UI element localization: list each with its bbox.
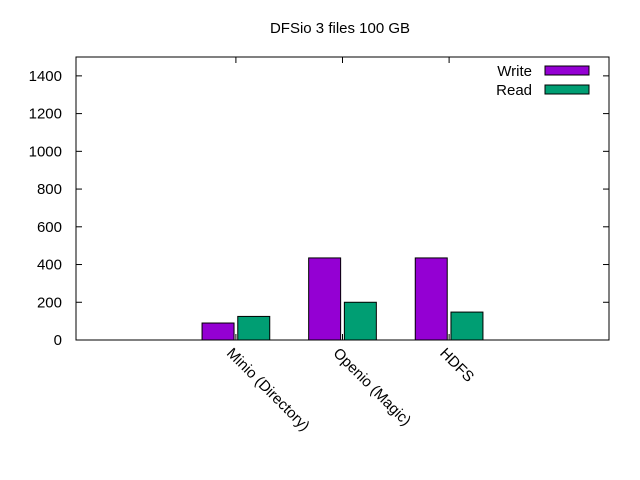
bar-write-1 [308,257,342,341]
x-axis: Minio (Directory) Openio (Magic) HDFS [223,57,477,435]
legend-swatch-write [544,65,590,76]
legend-label-write: Write [497,63,532,80]
bar-read-1 [343,301,377,341]
plot-frame [75,56,610,341]
y-axis: 0 200 400 600 800 1000 1200 1400 [29,68,609,349]
bar-read-2 [450,311,484,341]
y-tick-label: 0 [54,332,62,349]
bar-write-2 [414,257,448,341]
chart-title: DFSio 3 files 100 GB [270,20,410,37]
x-category-label: HDFS [436,345,477,386]
bar-read-0 [237,315,271,341]
legend-swatch-read [544,84,590,95]
y-tick-label: 400 [37,257,62,274]
x-category-label: Openio (Magic) [330,345,415,430]
y-tick-label: 600 [37,219,62,236]
y-tick-label: 800 [37,181,62,198]
x-category-label: Minio (Directory) [223,345,313,435]
legend: Write Read [496,63,590,99]
y-tick-label: 1200 [29,106,62,123]
legend-label-read: Read [496,82,532,99]
y-tick-label: 1000 [29,143,62,160]
bars-group [201,257,484,341]
bar-write-0 [201,322,235,341]
y-tick-label: 1400 [29,68,62,85]
y-tick-label: 200 [37,294,62,311]
